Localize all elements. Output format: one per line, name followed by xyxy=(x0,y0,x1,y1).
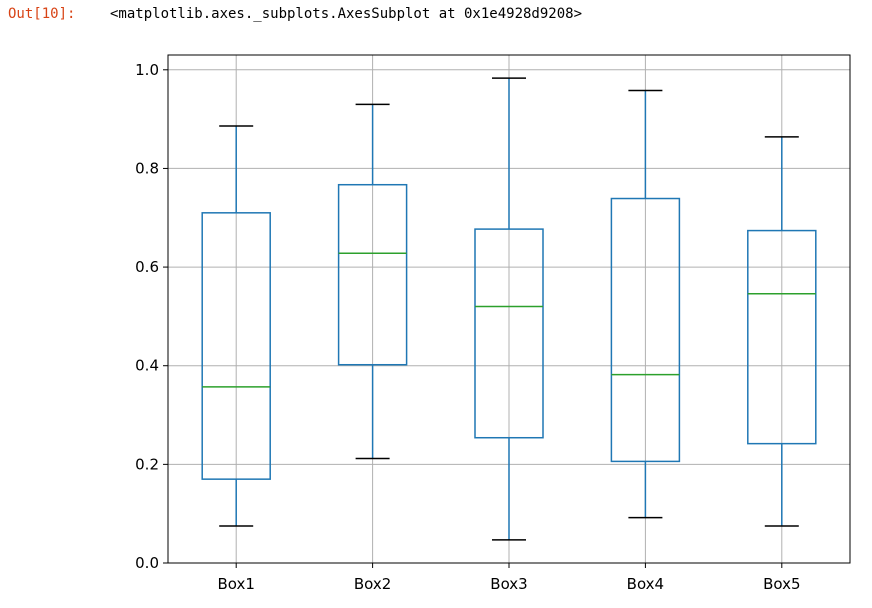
box-group xyxy=(337,103,408,460)
x-tick-label: Box5 xyxy=(763,575,800,593)
y-tick-label: 0.8 xyxy=(135,159,159,177)
output-row: Out[10]: <matplotlib.axes._subplots.Axes… xyxy=(0,0,872,32)
y-tick-label: 1.0 xyxy=(135,61,159,79)
y-tick-label: 0.4 xyxy=(135,357,159,375)
box-iqr xyxy=(474,228,544,439)
x-tick-label: Box1 xyxy=(217,575,254,593)
box-group xyxy=(610,89,681,519)
x-tick-label: Box3 xyxy=(490,575,527,593)
box-iqr xyxy=(337,183,408,366)
box-iqr xyxy=(610,197,681,463)
box-group xyxy=(747,136,817,527)
y-tick-label: 0.0 xyxy=(135,554,159,572)
x-tick-label: Box4 xyxy=(627,575,664,593)
x-tick-label: Box2 xyxy=(354,575,391,593)
box-iqr xyxy=(747,229,817,445)
box-group xyxy=(474,77,544,541)
boxes xyxy=(201,77,817,541)
output-prompt: Out[10]: xyxy=(8,6,76,22)
box-group xyxy=(201,125,271,527)
y-tick-label: 0.6 xyxy=(135,258,159,276)
box-iqr xyxy=(201,212,271,480)
y-tick-label: 0.2 xyxy=(135,455,159,473)
output-text: <matplotlib.axes._subplots.AxesSubplot a… xyxy=(110,6,583,22)
ticks: 0.0 0.2 0.4 0.6 0.8 1.0 Box1 Box2 Box3 Box4 Box5 xyxy=(135,61,800,593)
